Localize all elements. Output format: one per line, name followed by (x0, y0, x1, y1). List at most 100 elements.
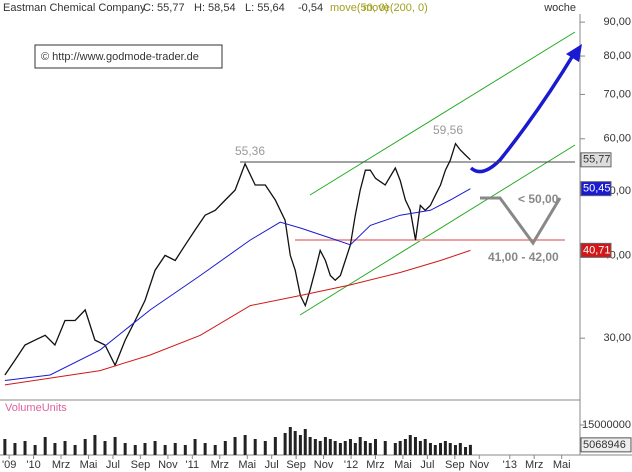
volume-bar (103, 441, 107, 455)
volume-bar (233, 437, 237, 455)
volume-bar (73, 445, 77, 455)
legend-entry: move(200, 0) (363, 2, 428, 14)
volume-bar (453, 445, 457, 455)
volume-bar (418, 441, 422, 455)
level-label: 55,36 (235, 144, 265, 158)
volume-bar (23, 441, 27, 455)
volume-bar (223, 441, 227, 455)
y-tick-label: 70,00 (603, 88, 631, 100)
x-tick-label: Nov (314, 459, 334, 471)
volume-bar (338, 443, 342, 455)
x-tick-label: Nov (158, 459, 178, 471)
legend-entry: move(50, 0) (330, 2, 389, 14)
moving-average (4, 249, 471, 386)
volume-bar (173, 443, 177, 455)
volume-bar (423, 439, 427, 455)
volume-bar (413, 437, 417, 455)
volume-bar (113, 437, 117, 455)
volume-bar (318, 441, 322, 455)
volume-bar (43, 437, 47, 455)
volume-bar (363, 441, 367, 455)
channel-line (309, 31, 576, 196)
volume-bar (83, 439, 87, 455)
volume-bar (373, 439, 377, 455)
annotation: < 50,00 (518, 192, 559, 206)
volume-bar (123, 443, 127, 455)
volume-bar (443, 441, 447, 455)
x-tick-label: Mai (238, 459, 256, 471)
x-tick-label: Jul (106, 459, 120, 471)
price-line (4, 142, 471, 376)
volume-bar (433, 445, 437, 455)
volume-bar (3, 439, 7, 455)
volume-bar (263, 441, 267, 455)
volume-bar (213, 445, 217, 455)
x-tick-label: Mai (80, 459, 98, 471)
volume-bar (293, 431, 297, 455)
x-tick-label: Sep (286, 459, 306, 471)
volume-bar (243, 435, 247, 455)
volume-bar (13, 443, 17, 455)
value-badge-label: 40,71 (583, 244, 611, 256)
volume-bar (353, 443, 357, 455)
y-tick-label: 90,00 (603, 16, 631, 28)
volume-bar (468, 444, 472, 455)
volume-bar (343, 441, 347, 455)
quote: L: 55,64 (245, 2, 285, 14)
volume-bar (253, 439, 257, 455)
volume-bar (133, 445, 137, 455)
volume-bar (428, 443, 432, 455)
value-badge-label: 50,45 (583, 183, 611, 195)
quote: H: 58,54 (194, 2, 236, 14)
x-tick-label: '11 (186, 459, 200, 471)
x-tick-label: Sep (131, 459, 151, 471)
x-tick-label: Jul (265, 459, 279, 471)
x-tick-label: '10 (26, 459, 40, 471)
x-tick-label: Nov (469, 459, 489, 471)
volume-bar (398, 441, 402, 455)
y-tick-label: 30,00 (603, 332, 631, 344)
x-tick-label: Mrz (211, 459, 229, 471)
x-tick-label: '09 (2, 459, 16, 471)
arrow-head (566, 44, 582, 62)
volume-bar (464, 447, 468, 455)
volume-bar (408, 435, 412, 455)
volume-bar (153, 441, 157, 455)
volume-bar (438, 443, 442, 455)
chart-title: Eastman Chemical Company (3, 2, 146, 14)
volume-bar (328, 439, 332, 455)
volume-bar (368, 443, 372, 455)
x-tick-label: Mai (394, 459, 412, 471)
volume-bar (303, 429, 307, 455)
x-tick-label: Mrz (525, 459, 543, 471)
volume-bar (53, 443, 57, 455)
x-tick-label: '12 (344, 459, 358, 471)
x-tick-label: '13 (503, 459, 517, 471)
channel (299, 31, 576, 316)
x-tick-label: Jul (420, 459, 434, 471)
volume-bar (298, 435, 302, 455)
volume-bar (288, 427, 292, 455)
volume-bar (63, 441, 67, 455)
volume-bar (393, 443, 397, 455)
x-tick-label: Sep (445, 459, 465, 471)
volume-bar (308, 437, 312, 455)
quote: C: 55,77 (143, 2, 185, 14)
volume-bar (283, 433, 287, 455)
volume-tick-label: 15000000 (582, 419, 631, 431)
value-badge (580, 242, 612, 258)
volume-bar (348, 439, 352, 455)
volume-badge (580, 437, 632, 453)
value-badge (580, 152, 612, 168)
volume-label: VolumeUnits (5, 402, 67, 414)
volume-bar (203, 443, 207, 455)
x-tick-label: Mai (553, 459, 571, 471)
x-tick-label: Mrz (366, 459, 384, 471)
volume-bar (193, 439, 197, 455)
volume-bar (33, 445, 37, 455)
x-tick-label: Mrz (52, 459, 70, 471)
volume-bar (458, 443, 462, 455)
channel-line (299, 144, 576, 316)
volume-bar (313, 439, 317, 455)
